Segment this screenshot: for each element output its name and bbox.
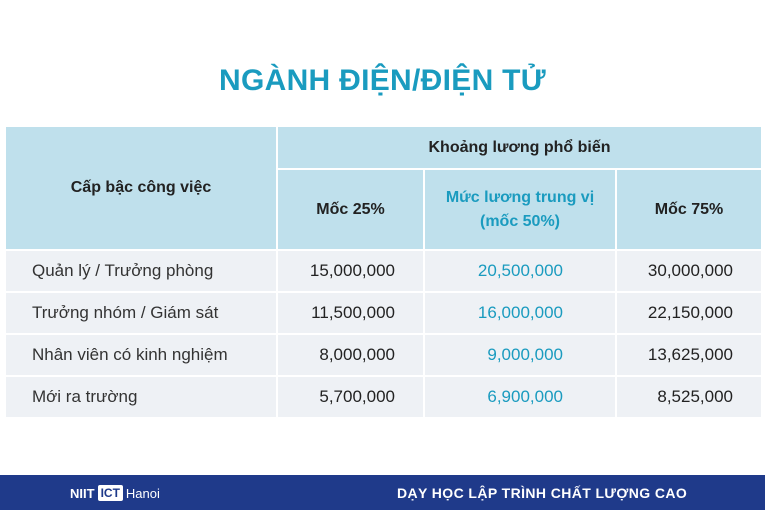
p75-cell: 22,150,000 [614, 291, 764, 335]
p25-header: Mốc 25% [276, 168, 425, 251]
salary-range-header: Khoảng lương phổ biến [275, 125, 764, 170]
p75-header: Mốc 75% [614, 168, 764, 251]
footer-bar: NIIT ICT Hanoi DẠY HỌC LẬP TRÌNH CHẤT LƯ… [0, 475, 765, 510]
table-row: Quản lý / Trưởng phòng 15,000,000 20,500… [4, 249, 764, 293]
p25-cell: 15,000,000 [276, 249, 425, 293]
table-row: Trưởng nhóm / Giám sát 11,500,000 16,000… [4, 291, 764, 335]
median-cell: 20,500,000 [423, 249, 617, 293]
p75-cell: 30,000,000 [614, 249, 764, 293]
table-row: Mới ra trường 5,700,000 6,900,000 8,525,… [4, 375, 764, 419]
logo-text-left: NIIT [70, 485, 95, 501]
job-level-cell: Mới ra trường [4, 375, 278, 419]
niit-ict-logo: NIIT ICT Hanoi [70, 482, 160, 504]
median-cell: 6,900,000 [423, 375, 617, 419]
job-level-cell: Quản lý / Trưởng phòng [4, 249, 278, 293]
logo-text-box: ICT [97, 485, 123, 501]
median-header: Mức lương trung vị (mốc 50%) [423, 168, 617, 251]
p25-cell: 8,000,000 [276, 333, 425, 377]
p75-cell: 8,525,000 [614, 375, 764, 419]
p25-cell: 11,500,000 [276, 291, 425, 335]
median-cell: 9,000,000 [423, 333, 617, 377]
job-level-cell: Nhân viên có kinh nghiệm [4, 333, 278, 377]
median-header-line2: (mốc 50%) [479, 212, 561, 230]
table-row: Nhân viên có kinh nghiệm 8,000,000 9,000… [4, 333, 764, 377]
median-cell: 16,000,000 [423, 291, 617, 335]
salary-table: Cấp bậc công việc Khoảng lương phổ biến … [4, 125, 764, 419]
page-title: NGÀNH ĐIỆN/ĐIỆN TỬ [219, 64, 546, 97]
p75-cell: 13,625,000 [614, 333, 764, 377]
job-level-cell: Trưởng nhóm / Giám sát [4, 291, 278, 335]
logo-text-right: Hanoi [125, 485, 160, 501]
median-header-line1: Mức lương trung vị [445, 188, 595, 206]
p25-cell: 5,700,000 [276, 375, 425, 419]
job-level-header: Cấp bậc công việc [4, 125, 278, 251]
footer-slogan: DẠY HỌC LẬP TRÌNH CHẤT LƯỢNG CAO [397, 485, 688, 501]
